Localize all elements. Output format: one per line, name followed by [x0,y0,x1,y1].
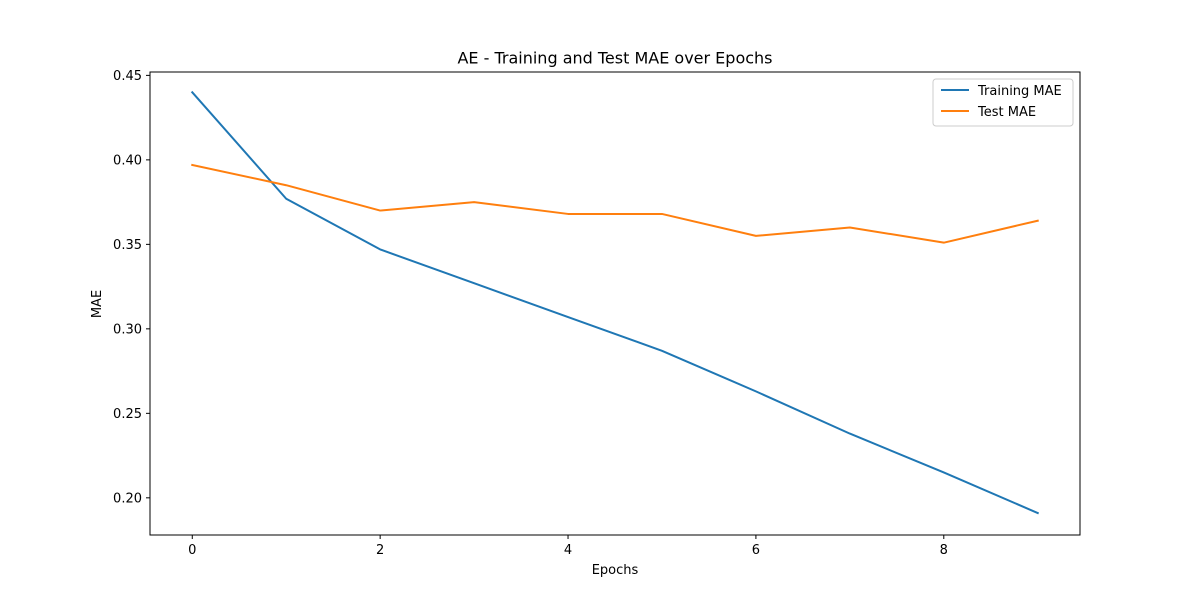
series-line-test-mae [191,163,1039,244]
series-line-training-mae [190,90,1040,515]
x-tick-label: 0 [188,543,196,558]
x-tick-label: 6 [752,543,760,558]
legend: Training MAE Test MAE [932,78,1074,127]
legend-label-training-mae: Training MAE [977,84,1062,99]
x-tick-label: 4 [564,543,572,558]
y-tick-label: 0.40 [113,153,142,168]
plot-series [190,90,1040,515]
x-tick-label: 2 [376,543,384,558]
chart-title: AE - Training and Test MAE over Epochs [457,49,772,68]
y-tick-label: 0.20 [113,491,142,506]
plot-frame [149,71,1081,536]
y-axis: 0.20 0.25 0.30 0.35 0.40 0.45 [113,69,150,506]
y-tick-label: 0.35 [113,238,142,253]
y-tick-label: 0.45 [113,69,142,84]
x-axis: 0 2 4 6 8 [188,535,948,558]
y-axis-label: MAE [90,290,105,318]
x-axis-label: Epochs [592,563,639,578]
x-tick-label: 8 [940,543,948,558]
y-tick-label: 0.25 [113,407,142,422]
legend-label-test-mae: Test MAE [977,105,1036,120]
y-tick-label: 0.30 [113,322,142,337]
